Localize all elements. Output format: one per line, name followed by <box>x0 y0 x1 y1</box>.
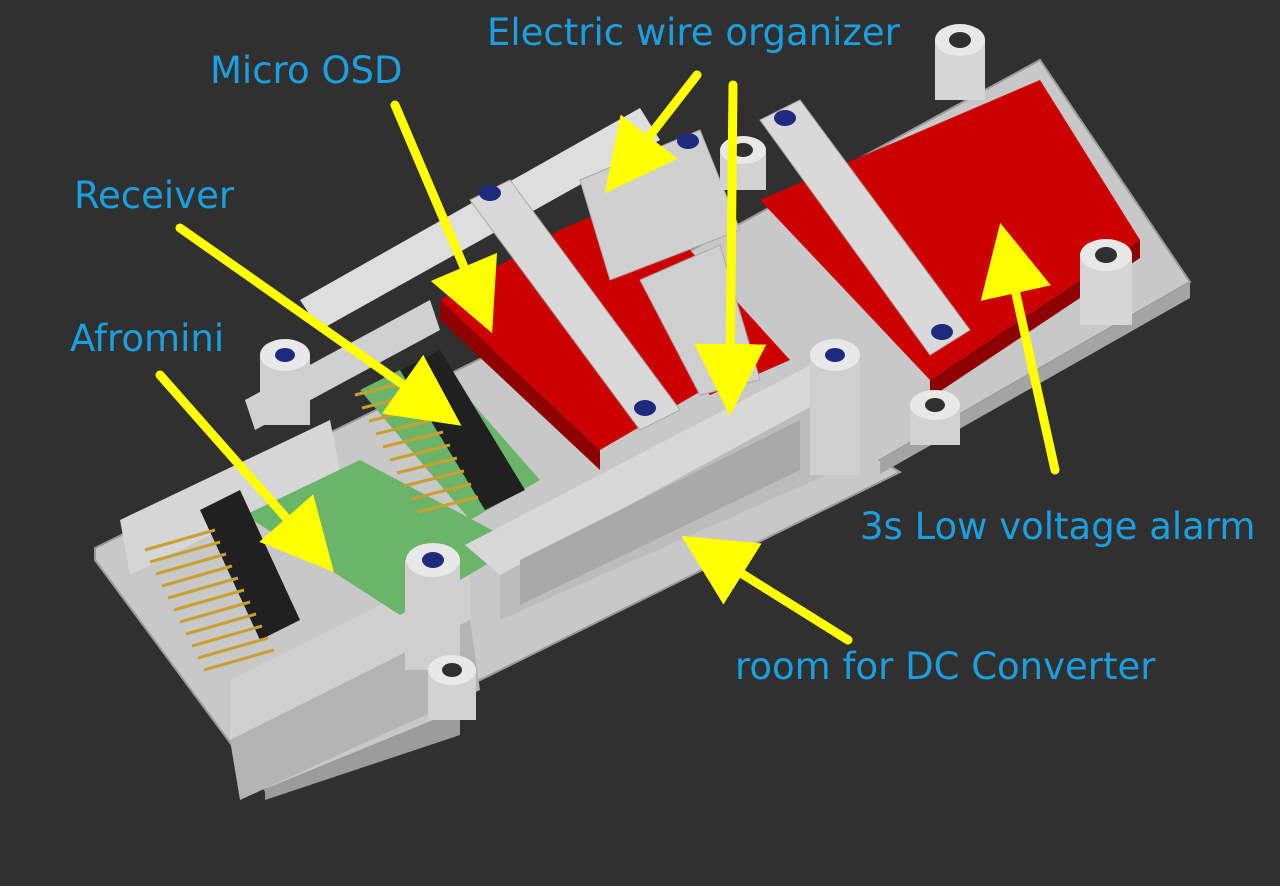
hole-a <box>479 185 501 201</box>
arrow-micro-osd <box>390 100 498 334</box>
post-5 <box>260 339 310 425</box>
post-1 <box>935 24 985 100</box>
post-4 <box>405 543 460 670</box>
afromini-pins <box>144 528 275 672</box>
screw-posts <box>260 24 1132 720</box>
arrow-afromini <box>155 370 334 572</box>
label-dc-converter: room for DC Converter <box>735 645 1156 688</box>
post-8 <box>720 136 766 190</box>
post-3 <box>810 339 860 475</box>
hole-e <box>931 324 953 340</box>
callout-arrows <box>155 70 1060 645</box>
label-micro-osd: Micro OSD <box>210 49 403 92</box>
hole-b <box>677 133 699 149</box>
arrow-wire-organizer-left <box>604 70 702 194</box>
label-low-voltage-alarm: 3s Low voltage alarm <box>860 505 1256 548</box>
hole-d <box>634 400 656 416</box>
arrow-low-voltage-alarm <box>980 222 1060 475</box>
label-receiver: Receiver <box>74 174 235 217</box>
label-afromini: Afromini <box>70 317 225 360</box>
arrow-wire-organizer-right <box>694 80 767 416</box>
post-7 <box>910 390 960 445</box>
arrow-receiver <box>175 223 462 426</box>
post-6 <box>428 655 476 720</box>
post-2 <box>1080 239 1132 325</box>
label-wire-organizer: Electric wire organizer <box>487 11 900 54</box>
arrow-dc-converter <box>681 535 853 645</box>
hole-c <box>774 110 796 126</box>
